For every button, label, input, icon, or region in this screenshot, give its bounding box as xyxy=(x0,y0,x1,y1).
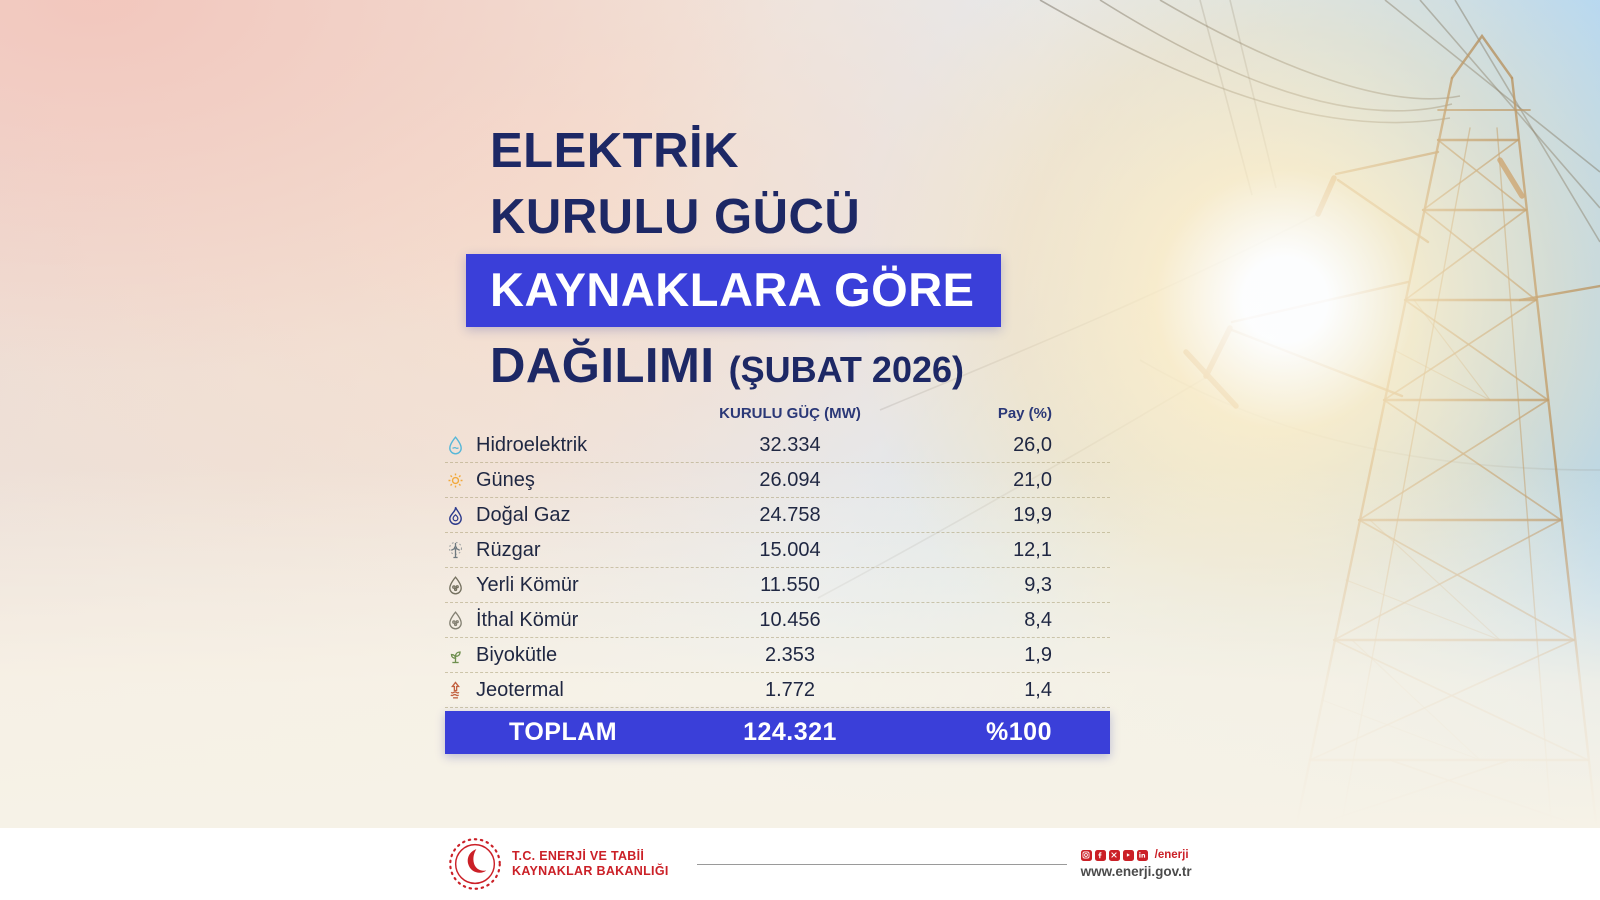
total-capacity-value: 124.321 xyxy=(743,718,837,746)
coal-icon xyxy=(445,575,466,596)
website-url: www.enerji.gov.tr xyxy=(1080,864,1192,879)
title-date: (ŞUBAT 2026) xyxy=(728,349,964,390)
ministry-name-line-2: KAYNAKLAR BAKANLIĞI xyxy=(512,864,669,878)
share-value: 1,4 xyxy=(1024,678,1052,701)
title-highlight: KAYNAKLARA GÖRE xyxy=(466,254,1001,327)
total-label: TOPLAM xyxy=(509,718,618,746)
table-row: Jeotermal 1.772 1,4 xyxy=(445,673,1110,708)
capacity-value: 11.550 xyxy=(760,573,820,596)
source-label: Yerli Kömür xyxy=(476,573,579,596)
social-handle: /enerji xyxy=(1154,849,1189,861)
source-label: Rüzgar xyxy=(476,538,541,561)
footer-divider xyxy=(696,863,1067,865)
share-value: 8,4 xyxy=(1024,608,1052,631)
share-value: 1,9 xyxy=(1024,643,1052,666)
title-line-2: KURULU GÜCÜ xyxy=(490,190,861,244)
total-share-value: %100 xyxy=(986,718,1052,746)
table-row: Yerli Kömür 11.550 9,3 xyxy=(445,568,1110,603)
table-row: Güneş 26.094 21,0 xyxy=(445,463,1110,498)
capacity-value: 24.758 xyxy=(759,503,821,526)
title-block: ELEKTRİK KURULU GÜCÜ KAYNAKLARA GÖRE DAĞ… xyxy=(466,118,1001,403)
sun-icon xyxy=(445,470,466,491)
capacity-value: 26.094 xyxy=(759,468,821,491)
facebook-icon xyxy=(1094,849,1106,861)
source-label: Doğal Gaz xyxy=(476,503,571,526)
youtube-icon xyxy=(1122,849,1134,861)
table-header: KURULU GÜÇ (MW) Pay (%) xyxy=(445,398,1110,428)
capacity-value: 1.772 xyxy=(764,678,816,701)
biomass-icon xyxy=(445,645,466,666)
table-row: Doğal Gaz 24.758 19,9 xyxy=(445,498,1110,533)
table-row: Rüzgar 15.004 12,1 xyxy=(445,533,1110,568)
column-header-capacity: KURULU GÜÇ (MW) xyxy=(719,404,861,422)
ministry-emblem xyxy=(449,838,501,890)
title-line-3-text: DAĞILIMI xyxy=(490,339,715,393)
title-line-3: DAĞILIMI (ŞUBAT 2026) xyxy=(490,333,1001,403)
source-label: Güneş xyxy=(476,468,535,491)
capacity-value: 2.353 xyxy=(764,643,816,666)
source-label: Jeotermal xyxy=(476,678,564,701)
capacity-table: KURULU GÜÇ (MW) Pay (%) Hidroelektrik 32… xyxy=(445,398,1110,754)
source-label: Hidroelektrik xyxy=(476,433,588,456)
source-label: Biyokütle xyxy=(476,643,558,666)
ministry-name-line-1: T.C. ENERJİ VE TABİİ xyxy=(512,849,645,863)
x-twitter-icon xyxy=(1108,849,1120,861)
title-line-1: ELEKTRİK xyxy=(490,124,739,178)
instagram-icon xyxy=(1080,849,1092,861)
column-header-share: Pay (%) xyxy=(997,404,1052,422)
footer: T.C. ENERJİ VE TABİİ KAYNAKLAR BAKANLIĞI xyxy=(0,828,1600,900)
ministry-name: T.C. ENERJİ VE TABİİ KAYNAKLAR BAKANLIĞI xyxy=(512,849,669,879)
social-row: /enerji xyxy=(1080,849,1192,861)
capacity-value: 10.456 xyxy=(759,608,821,631)
capacity-value: 15.004 xyxy=(759,538,821,561)
linkedin-icon xyxy=(1136,849,1148,861)
source-label: İthal Kömür xyxy=(476,608,579,631)
hydro-icon xyxy=(445,435,466,456)
total-row: TOPLAM 124.321 %100 xyxy=(445,711,1110,754)
wind-turbine-icon xyxy=(445,540,466,561)
table-row: Biyokütle 2.353 1,9 xyxy=(445,638,1110,673)
footer-contact-block: /enerji www.enerji.gov.tr xyxy=(1080,849,1192,879)
capacity-value: 32.334 xyxy=(759,433,821,456)
table-row: Hidroelektrik 32.334 26,0 xyxy=(445,428,1110,463)
share-value: 26,0 xyxy=(1013,433,1052,456)
share-value: 12,1 xyxy=(1013,538,1052,561)
coal-icon xyxy=(445,610,466,631)
share-value: 21,0 xyxy=(1013,468,1052,491)
table-row: İthal Kömür 10.456 8,4 xyxy=(445,603,1110,638)
share-value: 19,9 xyxy=(1013,503,1052,526)
geothermal-icon xyxy=(445,680,466,701)
share-value: 9,3 xyxy=(1024,573,1052,596)
gas-flame-icon xyxy=(445,505,466,526)
